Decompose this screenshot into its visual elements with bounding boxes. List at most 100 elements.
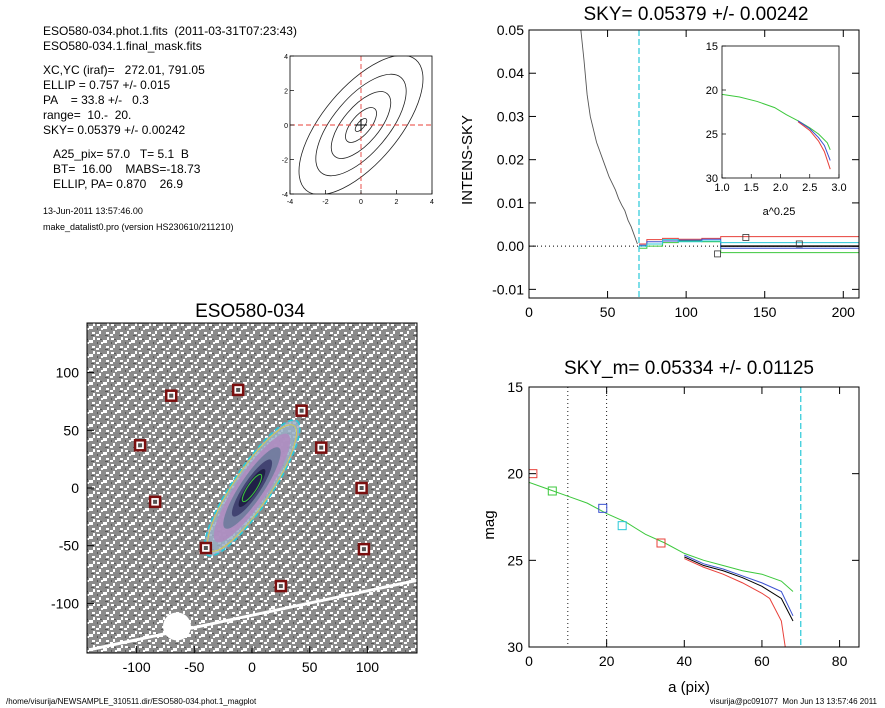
contour-level [330, 91, 392, 159]
inset-xtick-label: 2.0 [773, 182, 788, 194]
mag-ytick-label: 30 [507, 639, 523, 655]
star-core [153, 499, 158, 504]
star-core [236, 387, 241, 392]
contour-plot: -4 -2 0 2 4 -4 -2 0 2 4 [282, 54, 434, 206]
galaxy-ytick-label: 100 [56, 365, 80, 381]
contour-level [298, 56, 424, 194]
contour-ytick-label: 2 [284, 89, 288, 96]
contour-xtick-label: 0 [359, 199, 363, 206]
inset-xtick-label: 1.0 [714, 182, 729, 194]
mag-box-marker [529, 469, 538, 479]
param-center: XC,YC (iraf)= 272.01, 791.05 [43, 63, 205, 77]
inset-plot: a^0.25 1.0 1.5 2.0 2.5 3.0 15 20 25 30 [706, 41, 847, 218]
contour-xtick-label: -4 [287, 199, 293, 206]
catalog-a25: A25_pix= 57.0 T= 5.1 B [53, 147, 189, 161]
sky-plot-area [529, 30, 859, 298]
sky-step-cyan [639, 239, 859, 247]
galaxy-xtick-label: -100 [123, 659, 151, 675]
galaxy-ytick-label: 50 [63, 422, 79, 438]
inset-line-blue [797, 120, 831, 161]
sky-box-marker [795, 240, 803, 248]
mag-box-marker [617, 521, 627, 531]
inset-xtick-label: 3.0 [831, 182, 846, 194]
contour-ytick-label: -4 [282, 192, 288, 199]
galaxy-xtick-label: -50 [184, 659, 204, 675]
star-core [361, 547, 366, 552]
inset-ytick-label: 20 [706, 85, 718, 97]
catalog-ellip: ELLIP, PA= 0.870 26.9 [53, 177, 183, 191]
sky-profile-ylabel: INTENS-SKY [459, 115, 476, 205]
program-version: make_datalist0.pro (version HS230610/211… [43, 222, 234, 232]
mag-ytick-label: 15 [507, 379, 523, 395]
star-core [359, 486, 364, 490]
contour-xtick-label: -2 [322, 199, 328, 206]
param-ellip: ELLIP = 0.757 +/- 0.015 [43, 78, 171, 92]
galaxy-core-ellipse [241, 473, 263, 503]
mag-xtick-label: 40 [677, 653, 693, 669]
galaxy-ytick-label: 0 [71, 480, 79, 496]
sky-xtick-label: 0 [525, 304, 533, 320]
star-core [278, 584, 283, 589]
sky-box-marker [742, 234, 750, 241]
timestamp: 13-Jun-2011 13:57:46.00 [43, 206, 143, 216]
contour-level [354, 118, 368, 132]
galaxy-xtick-label: 100 [356, 659, 380, 675]
inset-plot-area [722, 93, 831, 170]
contour-ytick-label: 4 [284, 54, 288, 61]
contour-ytick-label: -2 [282, 158, 288, 165]
sky-box-marker [714, 250, 721, 258]
mag-xtick-label: 80 [832, 653, 848, 669]
param-pa: PA = 33.8 +/- 0.3 [43, 93, 149, 107]
footer-path: /home/visurija/NEWSAMPLE_310511.dir/ESO5… [6, 697, 257, 706]
galaxy-title: ESO580-034 [195, 301, 305, 322]
contour-xtick-label: 4 [430, 199, 434, 206]
star-core [203, 546, 208, 550]
star-core [138, 443, 143, 448]
sky-xtick-label: 150 [753, 304, 777, 320]
satellite-trail [90, 578, 417, 652]
mag-box-marker [547, 486, 557, 496]
mag-line-blue [684, 554, 794, 617]
sky-ytick-label: 0.03 [497, 108, 524, 124]
inset-xtick-label: 2.5 [802, 182, 817, 194]
mag-line-green [529, 481, 794, 592]
sky-ytick-label: 0.00 [497, 238, 524, 254]
contour-level [345, 107, 377, 143]
contour-level [315, 73, 407, 177]
inset-ytick-label: 30 [706, 173, 718, 185]
mag-plot-area [529, 387, 802, 647]
galaxy-ytick-label: -50 [59, 538, 79, 554]
inset-background [722, 46, 839, 178]
inset-ytick-label: 15 [706, 41, 718, 53]
sky-frame [528, 29, 860, 299]
mag-ytick-label: 25 [507, 552, 523, 568]
star-core [169, 393, 174, 398]
mag-xtick-label: 60 [754, 653, 770, 669]
star-core [319, 445, 324, 450]
sky-ytick-label: 0.01 [497, 195, 524, 211]
catalog-bt: BT= 16.00 MABS=-18.73 [53, 162, 201, 176]
contour-ytick-label: 0 [284, 123, 288, 130]
mag-ytick-label: 20 [507, 466, 523, 482]
sky-xtick-label: 200 [832, 304, 856, 320]
sky-xtick-label: 100 [674, 304, 698, 320]
mag-xtick-label: 20 [599, 653, 615, 669]
mag-profile-xlabel: a (pix) [668, 679, 710, 695]
star-core [299, 408, 304, 413]
contour-lines [298, 56, 424, 194]
inset-xtick-label: 1.5 [744, 182, 759, 194]
sky-ytick-label: -0.01 [492, 281, 524, 297]
inset-xlabel: a^0.25 [763, 206, 796, 218]
inset-line-green [722, 93, 831, 151]
param-range: range= 10.- 20. [43, 108, 132, 122]
mask-name: ESO580-034.1.final_mask.fits [43, 39, 202, 53]
mag-line-black [684, 556, 794, 622]
mag-xtick-label: 0 [525, 653, 533, 669]
sky-profile-title: SKY= 0.05379 +/- 0.00242 [583, 4, 808, 25]
mag-box-marker [656, 538, 666, 548]
sky-xtick-label: 50 [600, 304, 616, 320]
contour-xtick-label: 2 [395, 199, 399, 206]
galaxy-isophote-fill [238, 468, 266, 508]
inset-line-red [797, 121, 831, 170]
mag-frame [528, 386, 860, 648]
